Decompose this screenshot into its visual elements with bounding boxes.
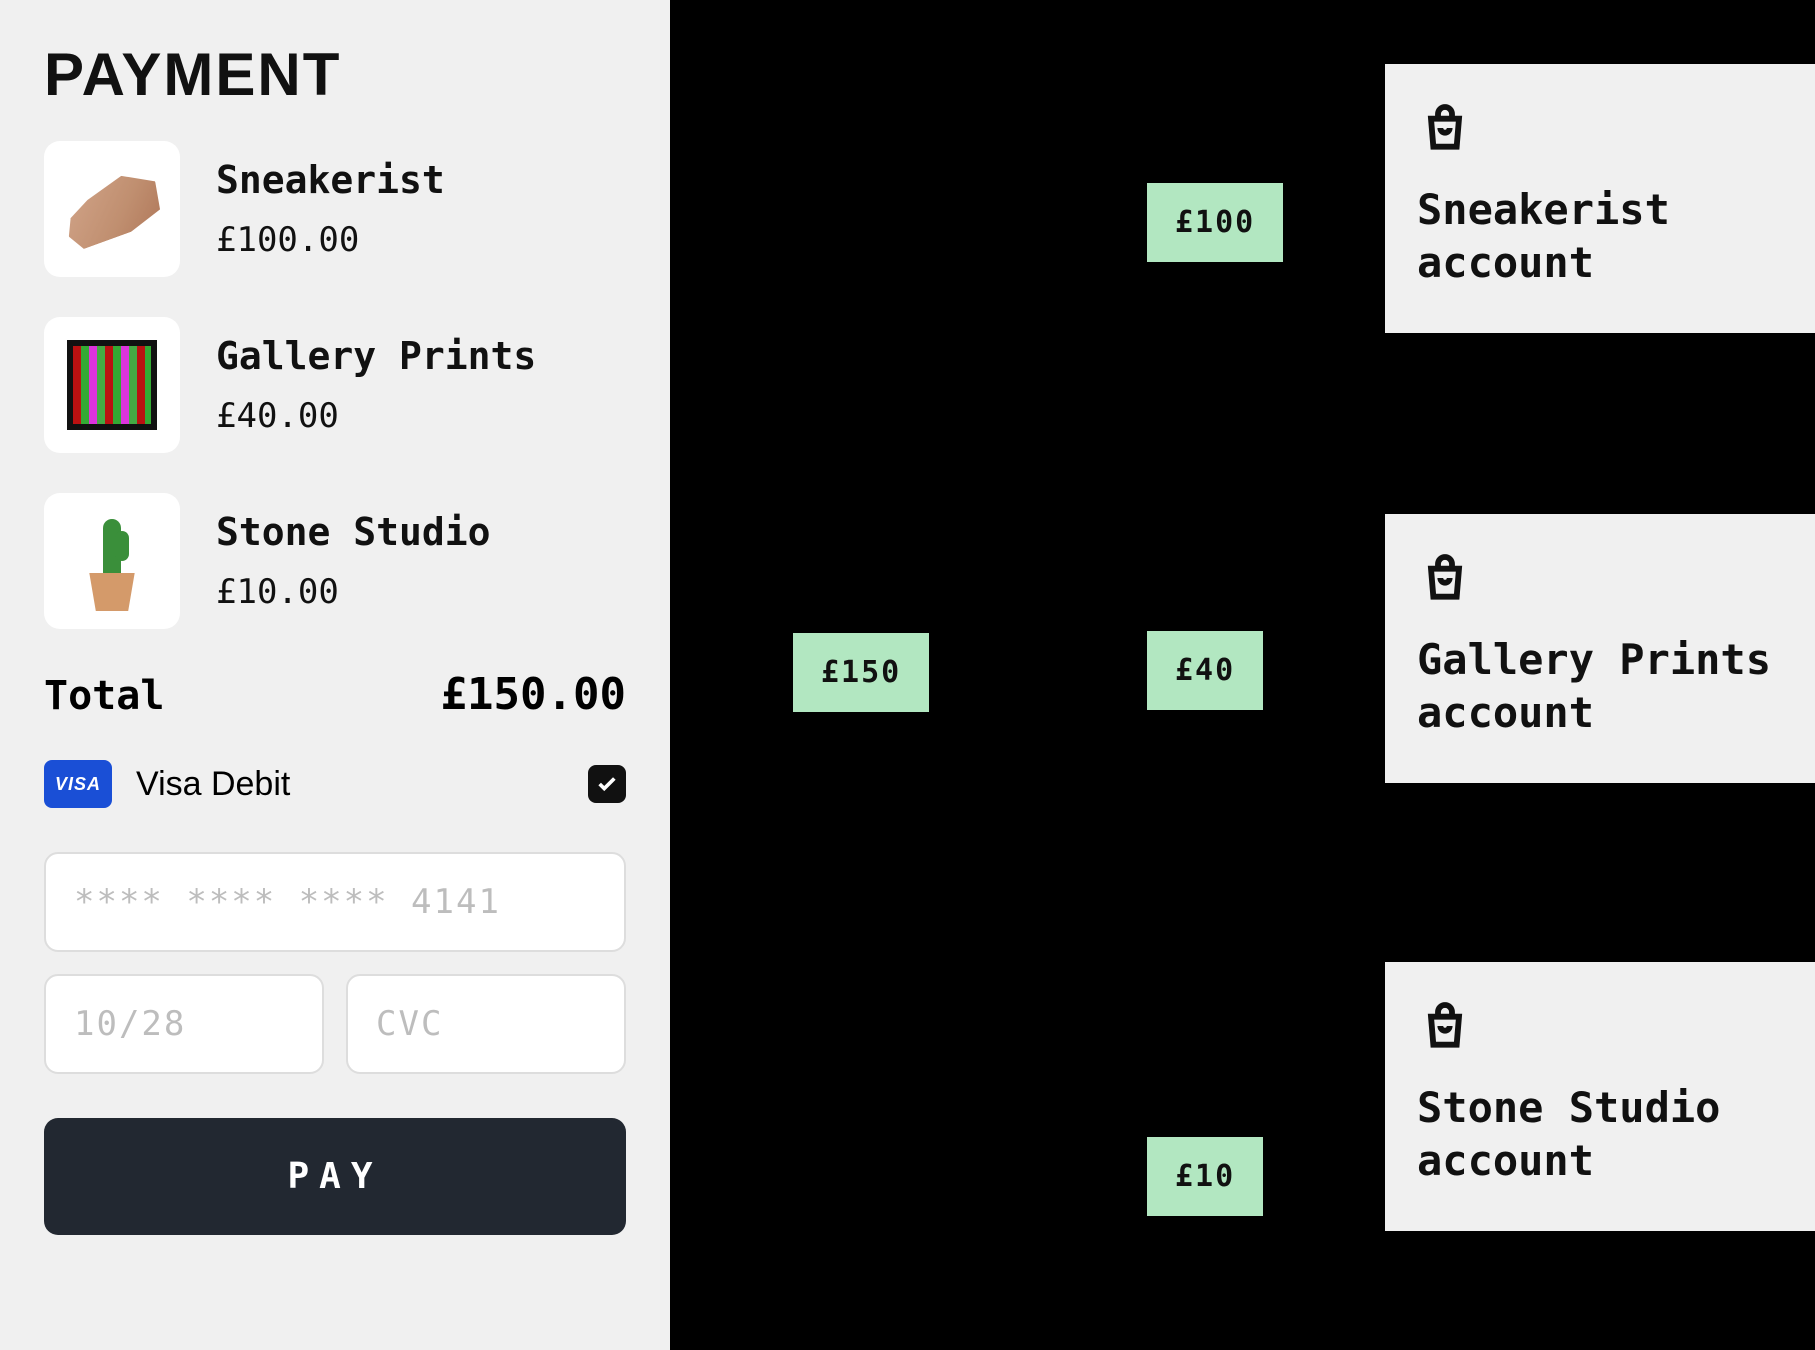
pay-button[interactable]: PAY (44, 1118, 626, 1235)
account-title: Gallery Prints account (1417, 634, 1783, 739)
line-item: Sneakerist £100.00 (44, 141, 626, 277)
line-item: Stone Studio £10.00 (44, 493, 626, 629)
product-name: Gallery Prints (216, 334, 536, 378)
bag-icon (1417, 100, 1473, 156)
check-icon (588, 765, 626, 803)
sneaker-icon (55, 166, 168, 253)
payment-method[interactable]: VISA Visa Debit (44, 760, 626, 808)
money-chip-split1: £100 (1144, 180, 1286, 265)
product-price: £10.00 (216, 572, 491, 612)
total-label: Total (44, 673, 164, 719)
line-item-text: Stone Studio £10.00 (216, 510, 491, 612)
account-card: Gallery Prints account (1385, 514, 1815, 783)
account-title: Stone Studio account (1417, 1082, 1783, 1187)
total-row: Total £150.00 (44, 669, 626, 720)
method-label: Visa Debit (136, 765, 564, 804)
payment-panel: PAYMENT Sneakerist £100.00 Gallery Print… (0, 0, 670, 1350)
total-amount: £150.00 (441, 669, 626, 720)
account-card: Sneakerist account (1385, 64, 1815, 333)
product-price: £40.00 (216, 396, 536, 436)
money-chip-split3: £10 (1144, 1134, 1266, 1219)
card-number-input[interactable] (44, 852, 626, 952)
bag-icon (1417, 998, 1473, 1054)
page-title: PAYMENT (44, 40, 626, 109)
card-meta-row (44, 974, 626, 1074)
money-chip-split2: £40 (1144, 628, 1266, 713)
bag-icon (1417, 550, 1473, 606)
product-name: Stone Studio (216, 510, 491, 554)
account-title: Sneakerist account (1417, 184, 1783, 289)
print-icon (67, 340, 157, 430)
cvc-input[interactable] (346, 974, 626, 1074)
visa-icon: VISA (44, 760, 112, 808)
product-price: £100.00 (216, 220, 445, 260)
line-item: Gallery Prints £40.00 (44, 317, 626, 453)
product-thumb-print (44, 317, 180, 453)
money-chip-total: £150 (790, 630, 932, 715)
product-thumb-cactus (44, 493, 180, 629)
cactus-icon (77, 511, 147, 611)
line-item-text: Gallery Prints £40.00 (216, 334, 536, 436)
product-thumb-sneaker (44, 141, 180, 277)
product-name: Sneakerist (216, 158, 445, 202)
account-card: Stone Studio account (1385, 962, 1815, 1231)
line-item-text: Sneakerist £100.00 (216, 158, 445, 260)
expiry-input[interactable] (44, 974, 324, 1074)
